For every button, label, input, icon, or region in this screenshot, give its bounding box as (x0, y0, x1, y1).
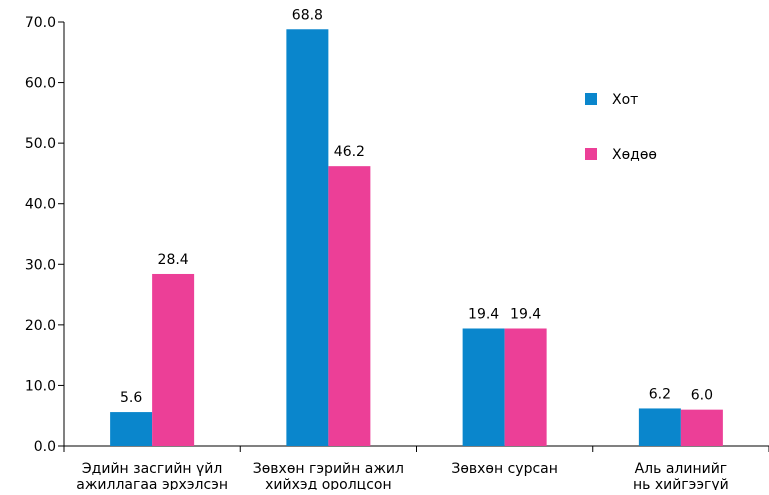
x-tick-label: нь хийгээгүй (633, 477, 729, 490)
data-label: 46.2 (334, 144, 365, 160)
y-tick-label: 10.0 (25, 378, 56, 394)
x-tick-label: хийхэд оролцсон (265, 477, 392, 490)
x-tick-label: Аль алинийг (635, 461, 728, 477)
data-label: 6.0 (691, 388, 713, 404)
bar-series-2 (504, 328, 547, 446)
data-label: 6.2 (649, 386, 671, 402)
x-tick-label: Зөвхөн сурсан (451, 461, 558, 477)
y-tick-label: 60.0 (25, 76, 56, 92)
legend-label: Хөдөө (612, 147, 657, 163)
bar-series-1 (286, 29, 329, 446)
bar-series-1 (462, 328, 505, 446)
bar-series-1 (110, 412, 153, 446)
bars (110, 29, 723, 446)
y-tick-label: 20.0 (25, 318, 56, 334)
legend: Хот Хөдөө (585, 92, 657, 163)
data-label: 68.8 (292, 7, 323, 23)
y-tick-label: 50.0 (25, 136, 56, 152)
bar-series-2 (328, 166, 371, 446)
legend-swatch (585, 93, 597, 105)
data-label: 28.4 (158, 252, 189, 268)
data-label: 5.6 (120, 390, 142, 406)
bar-series-2 (152, 273, 195, 446)
bar-series-2 (680, 409, 723, 446)
y-tick-label: 0.0 (34, 439, 56, 455)
x-tick-label: ажиллагаа эрхэлсэн (76, 477, 228, 490)
legend-swatch (585, 148, 597, 160)
y-tick-label: 40.0 (25, 197, 56, 213)
y-tick-label: 30.0 (25, 257, 56, 273)
y-tick-label: 70.0 (25, 15, 56, 31)
bar-series-1 (638, 408, 681, 446)
data-label: 19.4 (510, 306, 541, 322)
data-labels: 5.6 28.4 68.8 46.2 19.4 19.4 6.2 6.0 (120, 7, 713, 406)
legend-label: Хот (612, 92, 638, 108)
x-tick-label: Эдийн засгийн үйл (82, 461, 222, 477)
x-tick-label: Зөвхөн гэрийн ажил (253, 461, 404, 477)
data-label: 19.4 (468, 306, 499, 322)
